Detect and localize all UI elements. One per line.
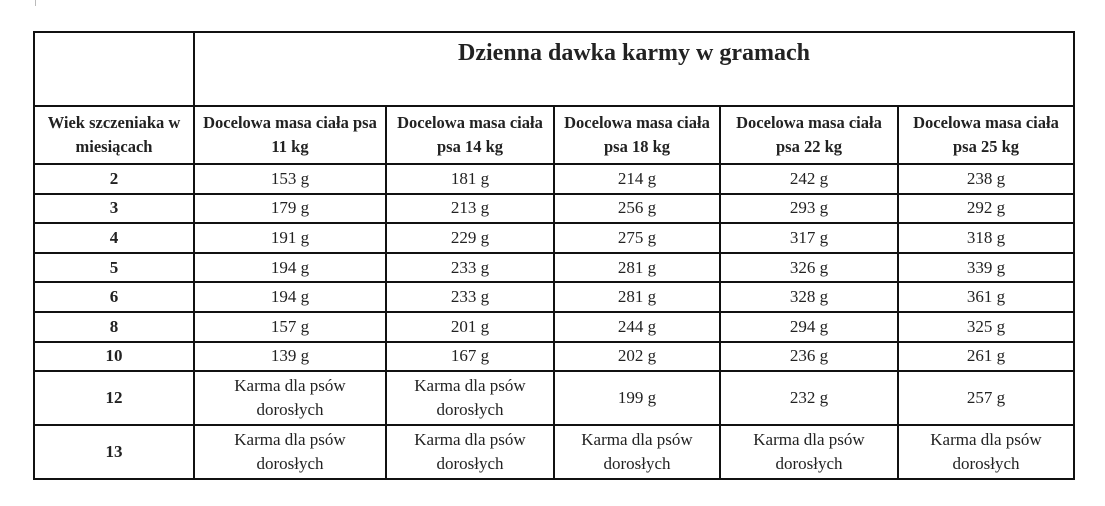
age-cell: 2 bbox=[33, 163, 195, 195]
dose-cell: 181 g bbox=[385, 163, 555, 195]
dose-cell: 139 g bbox=[193, 340, 387, 373]
dose-cell: 361 g bbox=[897, 281, 1075, 313]
dose-cell: Karma dla psów dorosłych bbox=[193, 370, 387, 427]
dose-cell: 232 g bbox=[719, 370, 899, 427]
feeding-table: Dzienna dawka karmy w gramach Wiek szcze… bbox=[33, 31, 1075, 481]
table-row: 3 179 g 213 g 256 g 293 g 292 g bbox=[33, 192, 1075, 225]
age-cell: 10 bbox=[33, 340, 195, 373]
table-row: 13 Karma dla psów dorosłych Karma dla psów… bbox=[33, 424, 1075, 481]
dose-cell: 179 g bbox=[193, 192, 387, 225]
dose-cell: Karma dla psów dorosłych bbox=[897, 424, 1075, 481]
dose-cell: Karma dla psów dorosłych bbox=[193, 424, 387, 481]
dose-cell: Karma dla psów dorosłych bbox=[553, 424, 721, 481]
age-cell: 4 bbox=[33, 222, 195, 254]
dose-cell: 325 g bbox=[897, 310, 1075, 343]
age-cell: 6 bbox=[33, 281, 195, 313]
dose-cell: 194 g bbox=[193, 251, 387, 284]
dose-cell: 233 g bbox=[385, 281, 555, 313]
text-cursor bbox=[35, 0, 36, 6]
dose-cell: 294 g bbox=[719, 310, 899, 343]
dose-cell: 167 g bbox=[385, 340, 555, 373]
dose-cell: 201 g bbox=[385, 310, 555, 343]
dose-cell: 339 g bbox=[897, 251, 1075, 284]
title-row: Dzienna dawka karmy w gramach bbox=[33, 31, 1075, 107]
column-header-22kg: Docelowa masa ciała psa 22 kg bbox=[719, 105, 899, 165]
dose-cell: 242 g bbox=[719, 163, 899, 195]
dose-cell: Karma dla psów dorosłych bbox=[385, 370, 555, 427]
dose-cell: 191 g bbox=[193, 222, 387, 254]
age-cell: 8 bbox=[33, 310, 195, 343]
table-row: 8 157 g 201 g 244 g 294 g 325 g bbox=[33, 310, 1075, 343]
table-row: 4 191 g 229 g 275 g 317 g 318 g bbox=[33, 222, 1075, 254]
dose-cell: 202 g bbox=[553, 340, 721, 373]
dose-cell: 199 g bbox=[553, 370, 721, 427]
table-row: 12 Karma dla psów dorosłych Karma dla psów… bbox=[33, 370, 1075, 427]
dose-cell: Karma dla psów dorosłych bbox=[719, 424, 899, 481]
dose-cell: 194 g bbox=[193, 281, 387, 313]
dose-cell: 238 g bbox=[897, 163, 1075, 195]
dose-cell: 213 g bbox=[385, 192, 555, 225]
dose-cell: 317 g bbox=[719, 222, 899, 254]
column-header-age: Wiek szczeniaka w miesiącach bbox=[33, 105, 195, 165]
dose-cell: 261 g bbox=[897, 340, 1075, 373]
dose-cell: 229 g bbox=[385, 222, 555, 254]
table-row: 6 194 g 233 g 281 g 328 g 361 g bbox=[33, 281, 1075, 313]
table-row: 2 153 g 181 g 214 g 242 g 238 g bbox=[33, 163, 1075, 195]
age-cell: 3 bbox=[33, 192, 195, 225]
dose-cell: 281 g bbox=[553, 251, 721, 284]
table-title: Dzienna dawka karmy w gramach bbox=[193, 31, 1075, 107]
dose-cell: 257 g bbox=[897, 370, 1075, 427]
dose-cell: 256 g bbox=[553, 192, 721, 225]
table-row: 5 194 g 233 g 281 g 326 g 339 g bbox=[33, 251, 1075, 284]
column-header-18kg: Docelowa masa ciała psa 18 kg bbox=[553, 105, 721, 165]
dose-cell: 233 g bbox=[385, 251, 555, 284]
dose-cell: 153 g bbox=[193, 163, 387, 195]
dose-cell: Karma dla psów dorosłych bbox=[385, 424, 555, 481]
dose-cell: 236 g bbox=[719, 340, 899, 373]
dose-cell: 326 g bbox=[719, 251, 899, 284]
age-cell: 5 bbox=[33, 251, 195, 284]
dose-cell: 328 g bbox=[719, 281, 899, 313]
dose-cell: 275 g bbox=[553, 222, 721, 254]
age-cell: 12 bbox=[33, 370, 195, 427]
age-cell: 13 bbox=[33, 424, 195, 481]
dose-cell: 318 g bbox=[897, 222, 1075, 254]
empty-corner-cell bbox=[33, 31, 195, 107]
table-row: 10 139 g 167 g 202 g 236 g 261 g bbox=[33, 340, 1075, 373]
column-header-25kg: Docelowa masa ciała psa 25 kg bbox=[897, 105, 1075, 165]
dose-cell: 293 g bbox=[719, 192, 899, 225]
dose-cell: 157 g bbox=[193, 310, 387, 343]
column-header-14kg: Docelowa masa ciała psa 14 kg bbox=[385, 105, 555, 165]
dose-cell: 281 g bbox=[553, 281, 721, 313]
dose-cell: 244 g bbox=[553, 310, 721, 343]
dose-cell: 214 g bbox=[553, 163, 721, 195]
header-row: Wiek szczeniaka w miesiącach Docelowa ma… bbox=[33, 105, 1075, 165]
column-header-11kg: Docelowa masa ciała psa 11 kg bbox=[193, 105, 387, 165]
dose-cell: 292 g bbox=[897, 192, 1075, 225]
